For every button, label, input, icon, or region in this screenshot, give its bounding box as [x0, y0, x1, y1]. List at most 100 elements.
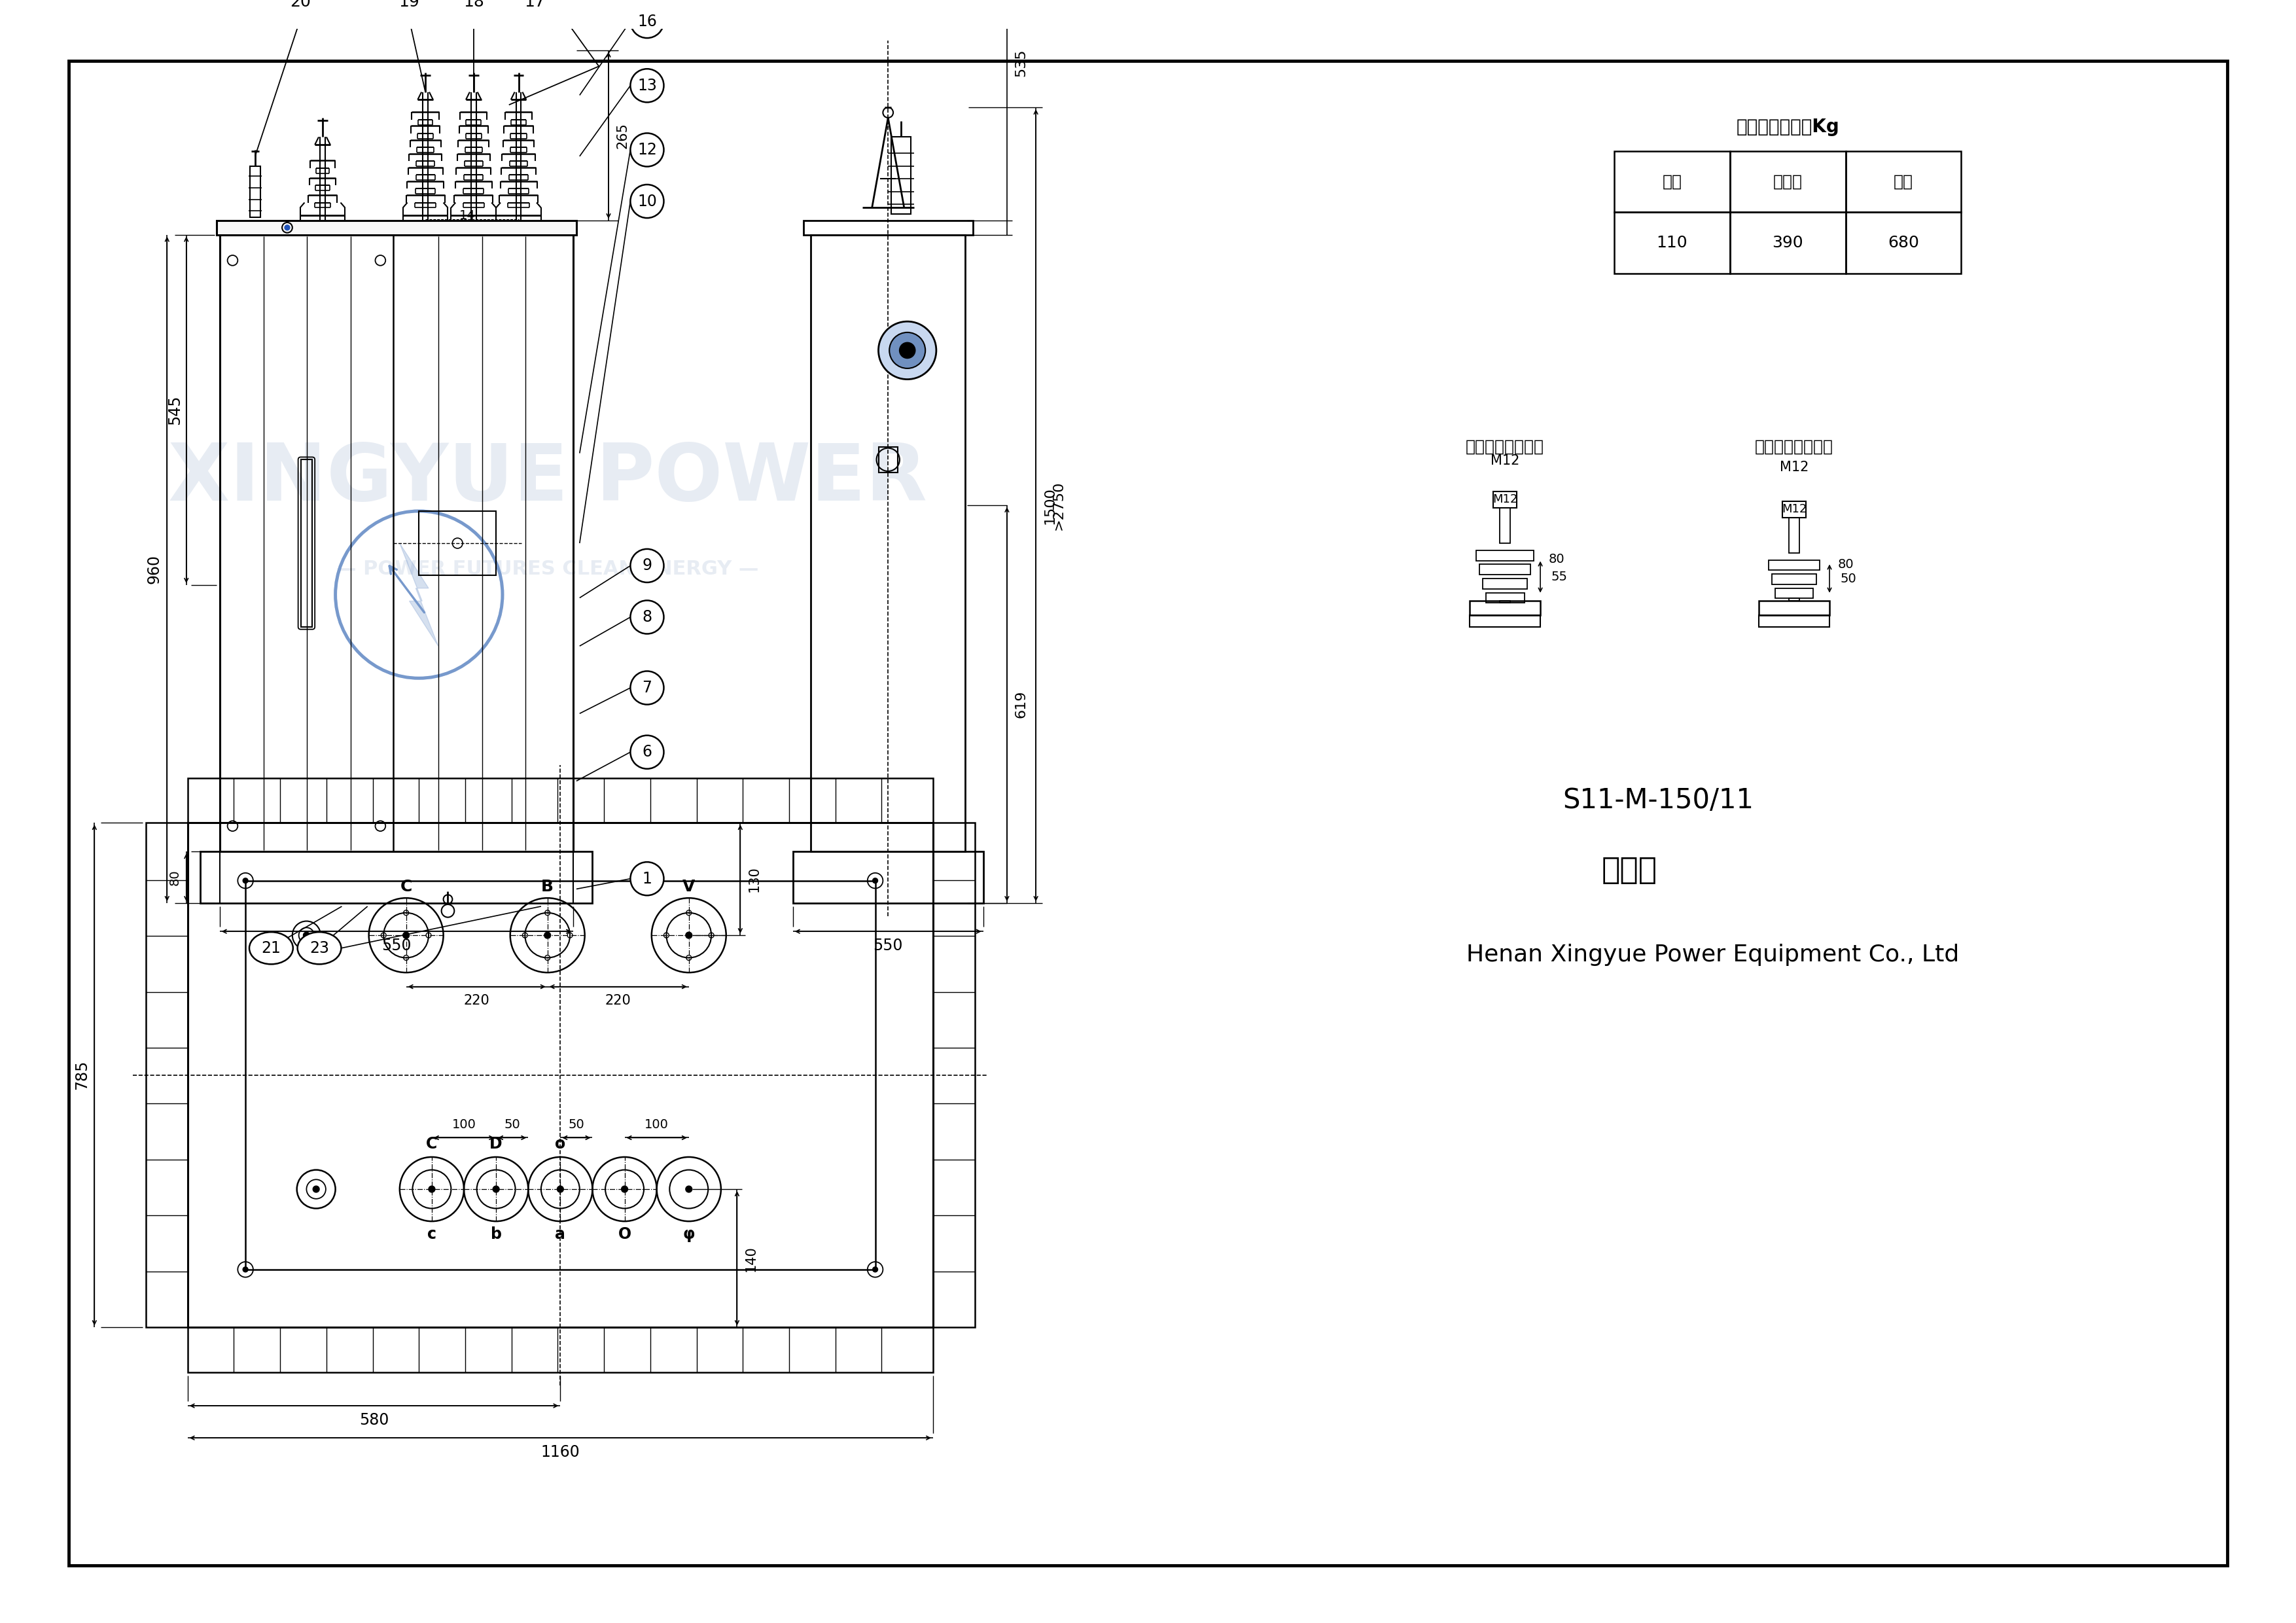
Bar [1789, 599, 1800, 601]
Circle shape [879, 321, 937, 380]
Text: 265: 265 [615, 122, 629, 148]
Circle shape [889, 333, 925, 368]
Bar [792, 852, 983, 902]
Circle shape [631, 68, 664, 102]
Text: 7: 7 [643, 680, 652, 696]
Bar [1614, 213, 1729, 273]
Text: 低压套管接线端子: 低压套管接线端子 [1754, 438, 1835, 454]
Bar [1499, 601, 1511, 604]
Text: B: B [542, 880, 553, 894]
Text: 10: 10 [638, 193, 657, 209]
Bar [1729, 151, 1846, 213]
Bar [220, 235, 574, 852]
Circle shape [631, 185, 664, 217]
Circle shape [455, 0, 491, 19]
Text: 1500: 1500 [1042, 487, 1056, 524]
Bar [220, 235, 393, 852]
Circle shape [312, 1186, 319, 1193]
Bar [1479, 565, 1531, 575]
Text: 130: 130 [748, 867, 760, 893]
Text: XINGYUE POWER: XINGYUE POWER [168, 441, 928, 518]
Circle shape [285, 226, 289, 230]
Bar [1469, 601, 1541, 615]
Text: 19: 19 [400, 0, 420, 10]
Bar [1846, 151, 1961, 213]
Bar [1476, 550, 1534, 560]
Text: 220: 220 [464, 995, 489, 1008]
Circle shape [282, 0, 319, 19]
Circle shape [494, 1186, 498, 1193]
Text: 50: 50 [1841, 573, 1857, 584]
Bar [1775, 588, 1814, 599]
Text: M12: M12 [1782, 503, 1807, 514]
Text: 变压器重量表：Kg: 变压器重量表：Kg [1736, 117, 1839, 136]
Text: o: o [556, 1136, 565, 1152]
Text: 220: 220 [606, 995, 631, 1008]
Bar [1773, 575, 1816, 584]
Bar [1492, 492, 1518, 508]
Text: 680: 680 [1887, 235, 1919, 252]
Bar [1759, 601, 1830, 615]
Bar [216, 221, 576, 235]
Bar [188, 823, 932, 1328]
Text: M12: M12 [1490, 454, 1520, 467]
Circle shape [687, 932, 691, 938]
Text: 100: 100 [452, 1118, 475, 1131]
Ellipse shape [298, 932, 342, 964]
Circle shape [631, 601, 664, 635]
Circle shape [631, 549, 664, 583]
Bar [1614, 151, 1729, 213]
Bar [1499, 508, 1511, 544]
Text: 9: 9 [643, 558, 652, 573]
Text: 20: 20 [289, 0, 310, 10]
Circle shape [687, 1186, 691, 1193]
Circle shape [872, 1268, 877, 1272]
Circle shape [303, 932, 310, 938]
Bar [188, 777, 932, 823]
Text: D: D [489, 1136, 503, 1152]
Text: C: C [427, 1136, 439, 1152]
Text: C: C [400, 880, 411, 894]
Bar [932, 823, 976, 1328]
Circle shape [631, 670, 664, 704]
Text: 13: 13 [638, 78, 657, 94]
Circle shape [631, 133, 664, 167]
Text: 17: 17 [523, 0, 544, 10]
Bar [1846, 213, 1961, 273]
Bar [188, 1328, 932, 1373]
Text: 变压器: 变压器 [1600, 857, 1658, 886]
Bar [200, 852, 592, 902]
Text: 80: 80 [168, 870, 181, 886]
Text: 23: 23 [310, 940, 328, 956]
Bar [1759, 615, 1830, 626]
Text: 1160: 1160 [542, 1444, 581, 1459]
Text: φ: φ [682, 1227, 696, 1242]
Text: 550: 550 [872, 938, 902, 953]
Polygon shape [400, 544, 439, 646]
Bar [810, 235, 964, 852]
Bar [147, 823, 188, 1328]
Text: a: a [556, 1227, 565, 1242]
Text: 960: 960 [147, 553, 163, 584]
Bar [891, 136, 912, 214]
Text: 55: 55 [1552, 570, 1568, 583]
Text: 总重: 总重 [1894, 174, 1913, 190]
Text: M12: M12 [1492, 493, 1518, 505]
Text: 110: 110 [1655, 235, 1688, 252]
Text: 535: 535 [1015, 49, 1029, 76]
Bar [1768, 560, 1821, 570]
Text: b: b [491, 1227, 501, 1242]
Text: 580: 580 [358, 1412, 388, 1428]
Circle shape [390, 0, 427, 19]
Text: >2750: >2750 [1052, 480, 1065, 531]
Text: 21: 21 [262, 940, 280, 956]
Circle shape [631, 735, 664, 769]
Text: — POWER FUTURES CLEAN ENERGY —: — POWER FUTURES CLEAN ENERGY — [335, 560, 758, 578]
Bar [1486, 592, 1525, 604]
Circle shape [900, 342, 916, 359]
Text: S11-M-150/11: S11-M-150/11 [1564, 787, 1754, 815]
Bar [250, 166, 259, 217]
Text: 50: 50 [505, 1118, 521, 1131]
Bar [1729, 213, 1846, 273]
Text: 619: 619 [1015, 690, 1029, 717]
